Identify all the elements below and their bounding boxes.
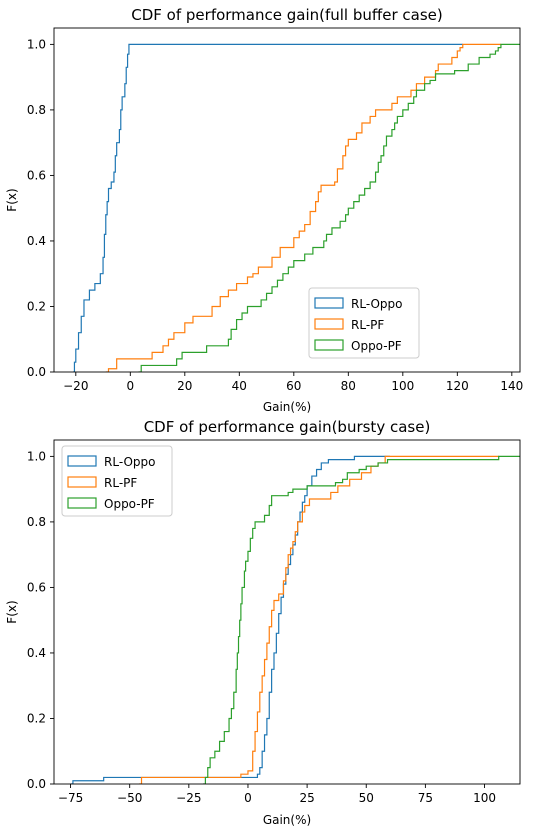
x-tick-label: 80 [341, 379, 356, 393]
series-line-oppo-pf [138, 43, 520, 372]
legend-swatch-rl-oppo [67, 455, 97, 467]
y-tick-label: 0.0 [27, 365, 46, 379]
legend-swatch-rl-pf [67, 476, 97, 488]
x-tick-label: −25 [176, 791, 201, 805]
y-axis-label: F(x) [5, 600, 19, 623]
x-tick-label: 100 [473, 791, 496, 805]
y-axis-label: F(x) [5, 188, 19, 211]
x-tick-label: 60 [286, 379, 301, 393]
y-tick-label: 1.0 [27, 37, 46, 51]
x-tick-label: 140 [500, 379, 523, 393]
legend-label-rl-pf: RL-PF [104, 476, 137, 490]
x-tick-label: 20 [177, 379, 192, 393]
x-axis-label: Gain(%) [263, 400, 311, 414]
y-tick-label: 0.2 [27, 299, 46, 313]
x-tick-label: 40 [232, 379, 247, 393]
y-tick-label: 0.6 [27, 168, 46, 182]
series-line-rl-pf [105, 43, 501, 372]
series-line-rl-oppo [73, 43, 463, 372]
x-axis-label: Gain(%) [263, 813, 311, 827]
series-line-rl-pf [139, 455, 499, 784]
y-tick-label: 0.4 [27, 646, 46, 660]
x-tick-label: −20 [63, 379, 88, 393]
series-group [73, 43, 520, 372]
legend: RL-Oppo RL-PF Oppo-PF [308, 287, 420, 359]
x-tick-label: 100 [391, 379, 414, 393]
chart-title: CDF of performance gain(full buffer case… [131, 6, 442, 24]
legend-swatch-rl-oppo [314, 297, 344, 309]
x-tick-label: 25 [299, 791, 314, 805]
legend-label-oppo-pf: Oppo-PF [104, 497, 155, 511]
y-tick-label: 0.0 [27, 777, 46, 791]
y-tick-label: 1.0 [27, 449, 46, 463]
x-tick-label: 120 [446, 379, 469, 393]
legend-label-rl-oppo: RL-Oppo [351, 297, 403, 311]
legend-swatch-rl-pf [314, 318, 344, 330]
x-tick-label: −75 [58, 791, 83, 805]
legend: RL-Oppo RL-PF Oppo-PF [61, 445, 173, 517]
legend-swatch-oppo-pf [67, 497, 97, 509]
x-tick-label: −50 [117, 791, 142, 805]
x-tick-label: 75 [418, 791, 433, 805]
chart-title: CDF of performance gain(bursty case) [144, 418, 431, 436]
full-buffer-cdf-chart: CDF of performance gain(full buffer case… [5, 6, 523, 414]
series-group [70, 455, 520, 784]
x-tick-label: 0 [244, 791, 252, 805]
y-tick-label: 0.4 [27, 234, 46, 248]
legend-label-rl-pf: RL-PF [351, 318, 384, 332]
y-tick-label: 0.6 [27, 580, 46, 594]
legend-label-rl-oppo: RL-Oppo [104, 455, 156, 469]
legend-swatch-oppo-pf [314, 339, 344, 351]
y-tick-label: 0.2 [27, 711, 46, 725]
plot-frame [53, 27, 521, 373]
y-tick-label: 0.8 [27, 515, 46, 529]
x-tick-label: 50 [359, 791, 374, 805]
series-line-oppo-pf [203, 455, 520, 784]
x-tick-label: 0 [126, 379, 134, 393]
legend-label-oppo-pf: Oppo-PF [351, 339, 402, 353]
y-tick-label: 0.8 [27, 103, 46, 117]
plot-frame [53, 439, 521, 785]
bursty-cdf-chart: CDF of performance gain(bursty case) −75 −… [5, 418, 521, 827]
